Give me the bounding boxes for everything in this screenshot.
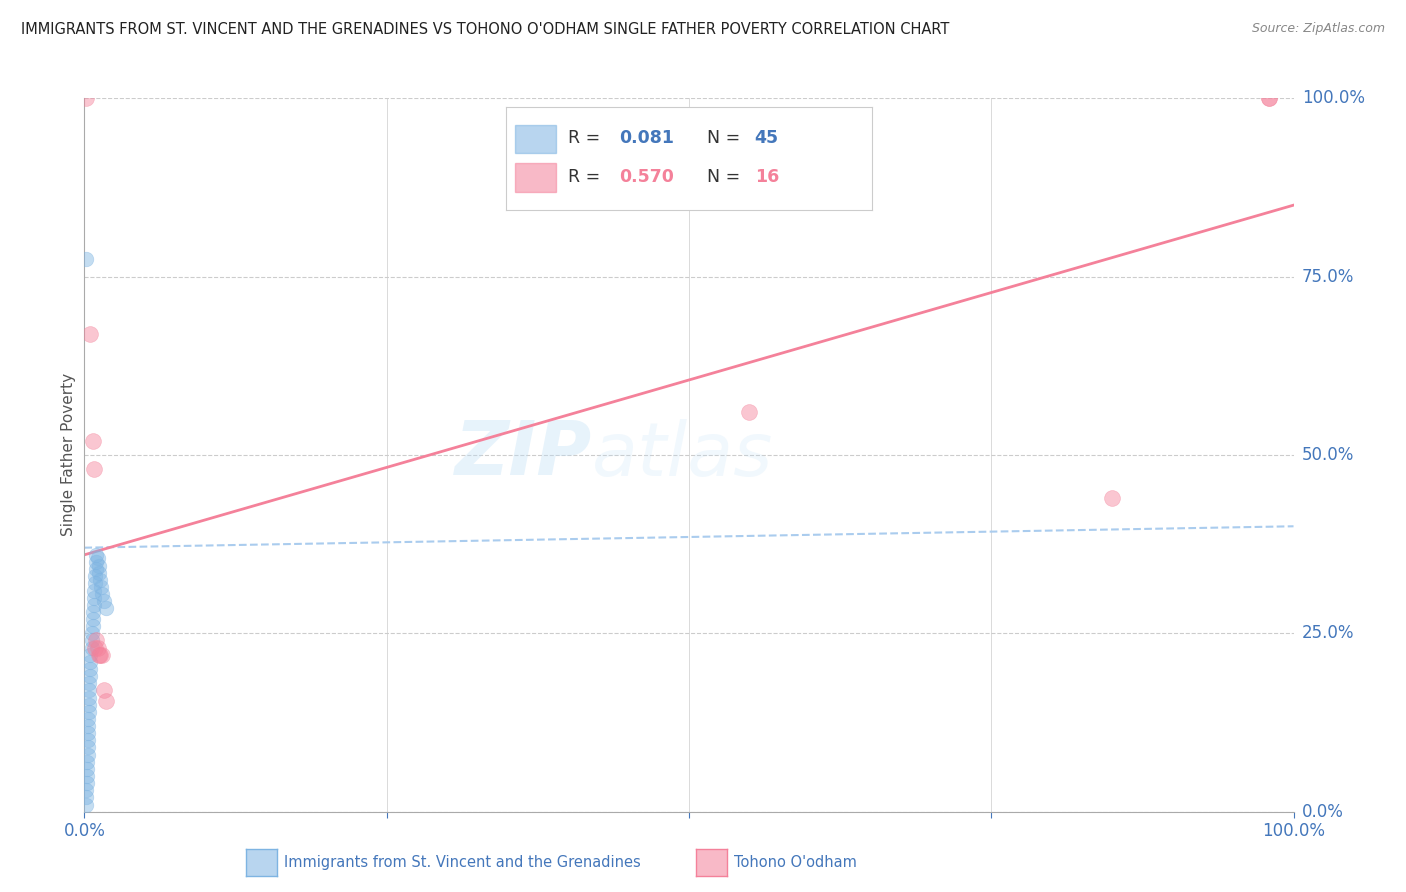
Point [90,580,112,594]
Point [82,434,104,448]
Point [93,594,115,608]
Point [1101,491,1123,505]
Point [83,583,105,598]
Point [87,648,110,662]
Text: Source: ZipAtlas.com: Source: ZipAtlas.com [1251,22,1385,36]
Point [84,576,107,591]
Point [82,612,104,626]
Point [80,640,103,655]
Point [86,548,108,562]
Point [76,755,98,769]
Y-axis label: Single Father Poverty: Single Father Poverty [60,374,76,536]
Text: 0.570: 0.570 [620,168,675,186]
Point [77,705,100,719]
Point [79,669,101,683]
Text: 75.0%: 75.0% [1302,268,1354,285]
Point [89,648,111,662]
Text: 100.0%: 100.0% [1302,89,1365,107]
Point [87,558,110,573]
Point [83,591,105,605]
Point [86,633,108,648]
Text: 45: 45 [755,129,779,147]
Point [84,569,107,583]
Text: N =: N = [707,168,747,186]
Point [77,747,100,762]
Point [1258,91,1281,105]
Point [77,712,100,726]
Point [79,662,101,676]
Text: atlas: atlas [592,419,773,491]
Point [75,790,97,805]
Point [76,762,98,776]
Text: 25.0%: 25.0% [1302,624,1354,642]
Text: N =: N = [707,129,747,147]
Point [86,555,108,569]
Point [77,726,100,740]
Point [84,640,107,655]
Point [79,326,101,341]
Point [91,587,114,601]
Point [77,733,100,747]
Point [83,462,105,476]
Point [1258,91,1281,105]
Text: 16: 16 [755,168,779,186]
Text: R =: R = [568,168,606,186]
FancyBboxPatch shape [515,125,555,153]
Text: R =: R = [568,129,606,147]
Point [82,619,104,633]
Point [80,626,103,640]
Text: IMMIGRANTS FROM ST. VINCENT AND THE GRENADINES VS TOHONO O'ODHAM SINGLE FATHER P: IMMIGRANTS FROM ST. VINCENT AND THE GREN… [21,22,949,37]
Point [77,740,100,755]
Point [86,640,108,655]
Point [83,598,105,612]
Point [75,797,97,812]
Point [87,566,110,580]
Point [75,252,97,266]
Point [77,683,100,698]
Point [77,676,100,690]
Point [94,694,117,708]
Point [77,698,100,712]
Point [86,562,108,576]
Text: Immigrants from St. Vincent and the Grenadines: Immigrants from St. Vincent and the Gren… [284,855,641,870]
Point [738,405,761,419]
Text: 0.0%: 0.0% [1302,803,1344,821]
Point [77,719,100,733]
Text: ZIP: ZIP [456,418,592,491]
Point [76,769,98,783]
Point [76,776,98,790]
Point [91,648,114,662]
Text: 0.081: 0.081 [620,129,675,147]
Point [77,690,100,705]
FancyBboxPatch shape [515,163,555,192]
Point [93,683,115,698]
Point [94,601,117,615]
Text: 50.0%: 50.0% [1302,446,1354,464]
Point [82,605,104,619]
Point [79,648,101,662]
Point [89,573,111,587]
Point [80,633,103,648]
Point [75,91,97,105]
Point [79,655,101,669]
Text: Tohono O'odham: Tohono O'odham [734,855,856,870]
Point [75,783,97,797]
Point [86,551,108,566]
